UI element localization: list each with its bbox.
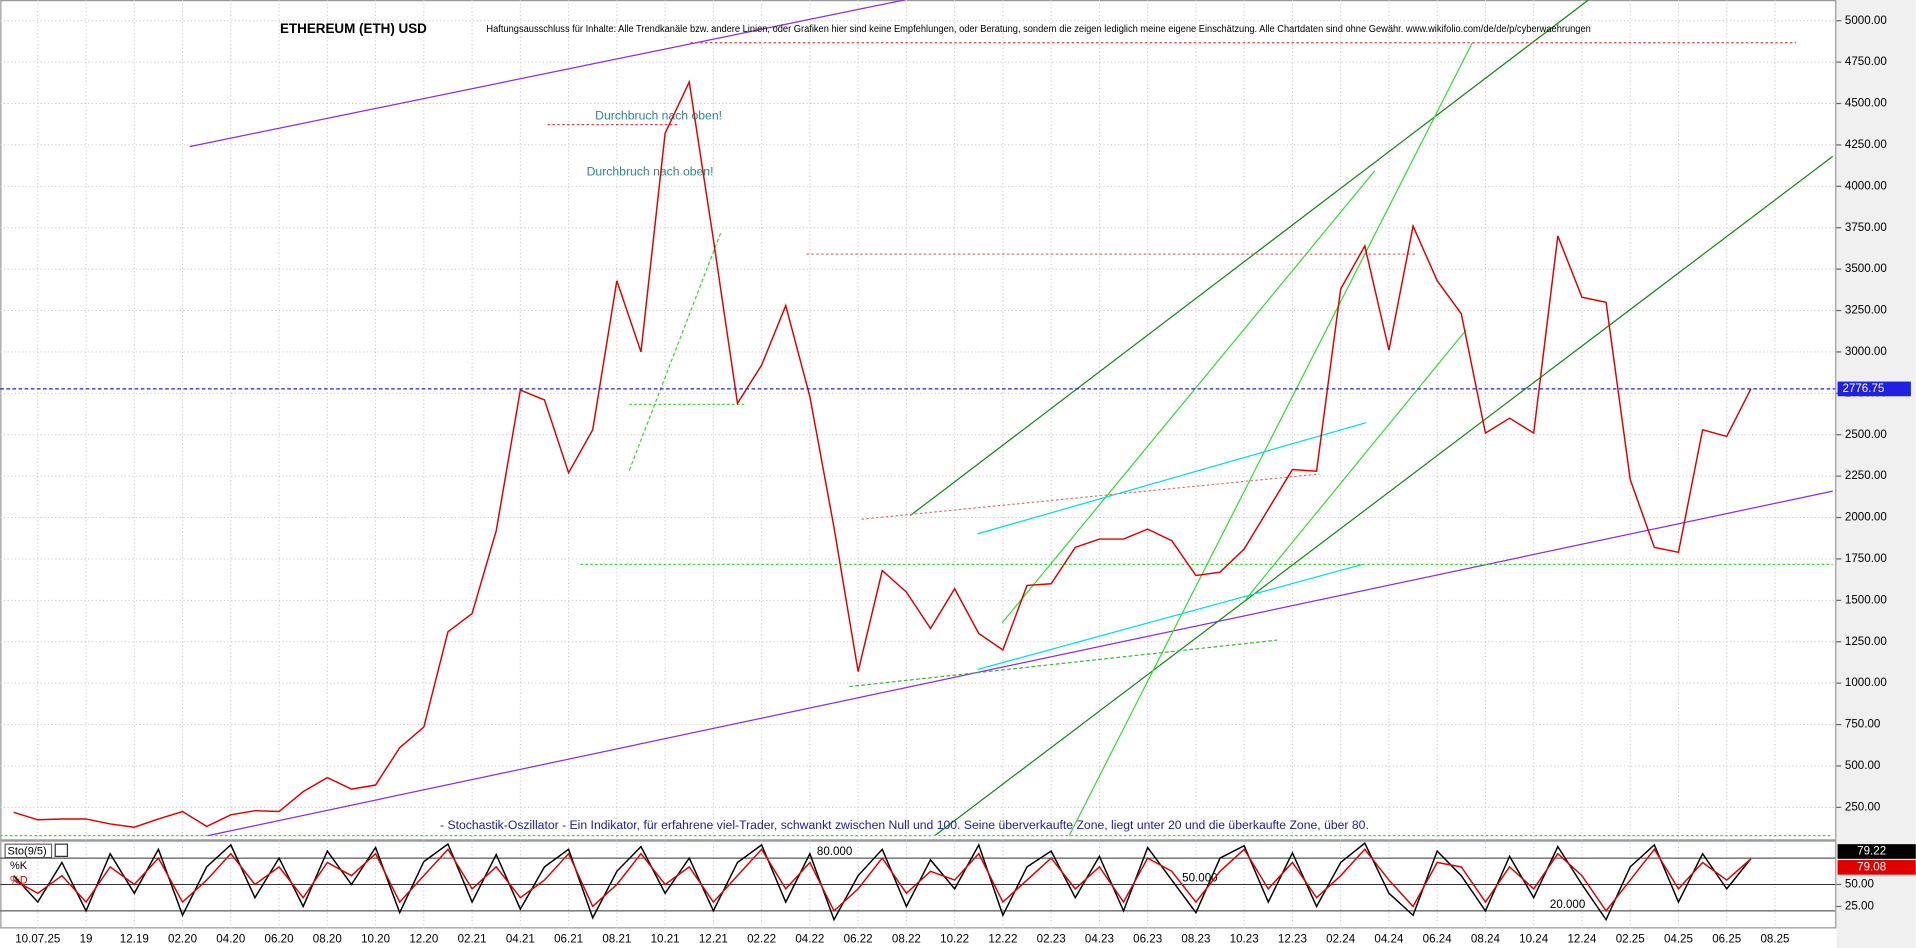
indicator-value-box <box>1837 860 1916 875</box>
x-tick-label: 02.20 <box>168 933 197 946</box>
grid <box>0 0 1836 929</box>
y-tick-label: 3750.00 <box>1845 221 1887 234</box>
price-line <box>13 841 1752 922</box>
x-tick-label: 12.21 <box>699 933 728 946</box>
trend-line <box>207 490 1833 837</box>
x-tick-label: 08.25 <box>1760 933 1789 946</box>
annotation: Durchbruch nach oben! <box>587 164 714 178</box>
annotation: Durchbruch nach oben! <box>595 108 722 122</box>
y-tick-label: 3500.00 <box>1845 262 1887 275</box>
x-tick-label: 10.21 <box>651 933 680 946</box>
trend-line <box>909 0 1589 517</box>
x-tick-label: 08.21 <box>602 933 631 946</box>
resistance-line <box>861 473 1320 520</box>
x-tick-label: 08.22 <box>892 933 921 946</box>
legend-entry: %K <box>10 860 28 872</box>
y-tick-label: 1250.00 <box>1845 635 1887 648</box>
trend-line <box>189 0 905 148</box>
x-tick-label: 12.19 <box>120 933 149 946</box>
x-tick-label: 02.24 <box>1326 933 1356 946</box>
x-tick-label: 08.20 <box>313 933 342 946</box>
x-tick-label: 12.20 <box>409 933 438 946</box>
y-tick-label: 2000.00 <box>1845 511 1887 524</box>
x-tick-label: 10.07.25 <box>15 933 60 946</box>
y-tick-label: 1750.00 <box>1845 552 1887 565</box>
x-tick-label: 04.25 <box>1664 933 1693 946</box>
x-tick-label: 06.25 <box>1712 933 1741 946</box>
trend-line <box>1245 329 1467 599</box>
trend-line <box>1001 170 1376 624</box>
chart-title: ETHEREUM (ETH) USD <box>280 21 427 36</box>
x-tick-label: 10.23 <box>1230 933 1259 946</box>
x-tick-label: 06.22 <box>844 933 873 946</box>
x-tick-label: 06.24 <box>1423 933 1453 946</box>
y-tick-label: 25.00 <box>1845 900 1874 913</box>
trend-lines <box>0 0 1834 837</box>
y-tick-label: 1500.00 <box>1845 593 1887 606</box>
y-tick-label: 3000.00 <box>1845 345 1887 358</box>
x-tick-label: 02.21 <box>458 933 487 946</box>
x-tick-label: 19 <box>80 933 93 946</box>
x-tick-label: 02.22 <box>747 933 776 946</box>
x-tick-label: 04.22 <box>795 933 824 946</box>
trend-line <box>1068 42 1473 836</box>
y-tick-label: 4250.00 <box>1845 138 1887 151</box>
level-label: 20.000 <box>1550 898 1585 911</box>
plot: 10.07.25 19 12.19 02.20 04.20 06.20 08.20 10.20… <box>0 14 1916 946</box>
price-panel-frame <box>0 0 1837 841</box>
y-tick-label: 50.00 <box>1845 878 1874 891</box>
y-tick-label: 250.00 <box>1845 800 1880 813</box>
y-tick-label: 2250.00 <box>1845 469 1887 482</box>
x-tick-label: 10.20 <box>361 933 390 946</box>
level-label: 80.000 <box>817 845 852 858</box>
x-tick-label: 04.20 <box>216 933 245 946</box>
x-tick-label: 10.24 <box>1519 933 1549 946</box>
disclaimer: Haftungsausschluss für Inhalte: Alle Tre… <box>486 24 1591 35</box>
expand-button[interactable] <box>54 843 69 857</box>
right-axis-panel <box>1836 0 1916 948</box>
y-tick-label: 750.00 <box>1845 718 1880 731</box>
x-tick-label: 04.24 <box>1374 933 1404 946</box>
x-tick-label: 12.22 <box>988 933 1017 946</box>
support-line <box>849 639 1277 688</box>
x-tick-label: 06.21 <box>554 933 583 946</box>
x-tick-label: 08.23 <box>1181 933 1210 946</box>
y-tick-label: 3250.00 <box>1845 304 1887 317</box>
trend-line <box>934 155 1834 837</box>
level-label: 50.000 <box>1182 871 1217 884</box>
x-tick-label: 12.24 <box>1567 933 1597 946</box>
x-tick-label: 02.23 <box>1037 933 1066 946</box>
x-tick-label: 08.24 <box>1471 933 1501 946</box>
x-tick-label: 10.22 <box>940 933 969 946</box>
x-tick-label: 06.23 <box>1133 933 1162 946</box>
y-tick-label: 4000.00 <box>1845 179 1887 192</box>
y-tick-label: 4750.00 <box>1845 55 1887 68</box>
indicator-value-label: 79.08 <box>1857 860 1886 873</box>
y-tick-label: 2500.00 <box>1845 428 1887 441</box>
current-price-label: 2776.75 <box>1842 382 1884 395</box>
indicator-value-label: 79.22 <box>1857 845 1886 858</box>
y-tick-label: 1000.00 <box>1845 676 1887 689</box>
y-tick-label: 5000.00 <box>1845 14 1887 27</box>
x-tick-label: 04.23 <box>1085 933 1114 946</box>
y-tick-label: 500.00 <box>1845 759 1880 772</box>
x-tick-label: 02.25 <box>1616 933 1645 946</box>
x-tick-label: 04.21 <box>506 933 535 946</box>
indicator-value-box <box>1837 844 1916 859</box>
price-line <box>13 848 1752 913</box>
annotation: - Stochastik-Oszillator - Ein Indikator,… <box>440 818 1369 832</box>
trend-line <box>977 422 1367 535</box>
x-tick-label: 12.23 <box>1278 933 1307 946</box>
indicator-title: Sto(9/5) <box>8 845 47 857</box>
x-tick-label: 06.20 <box>265 933 294 946</box>
trend-line <box>977 563 1363 671</box>
current-price-box <box>1837 381 1911 397</box>
price-line <box>13 79 1752 828</box>
y-tick-label: 4500.00 <box>1845 97 1887 110</box>
